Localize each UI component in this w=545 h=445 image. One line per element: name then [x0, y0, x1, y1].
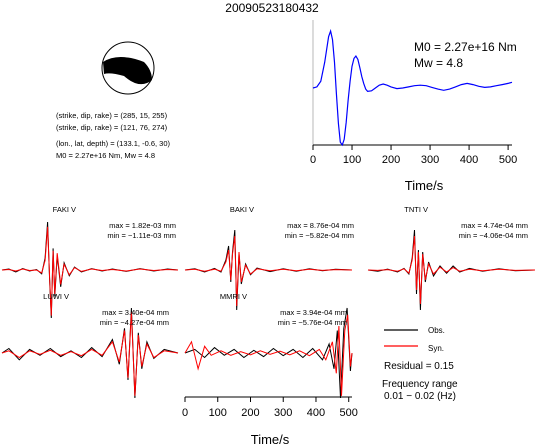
wave-ticks: 0 100 200 300 400 500	[182, 397, 358, 419]
wave-tick-label: 0	[182, 407, 188, 419]
stf-m0-label: M0 = 2.27e+16 Nm	[414, 40, 517, 54]
stf-tick-label: 0	[310, 154, 316, 166]
min-amplitude: min = −4.27e-04 mm	[100, 318, 169, 327]
stf-tick-label: 200	[382, 154, 400, 166]
mechanism-location: (lon., lat, depth) = (133.1, -0.6, 30)	[56, 139, 171, 148]
station-label: FAKI V	[53, 205, 76, 214]
station-label: BAKI V	[230, 205, 254, 214]
wave-tick-label: 300	[274, 407, 292, 419]
focal-mechanism-beachball	[101, 41, 155, 95]
frequency-range-value: 0.01 − 0.02 (Hz)	[384, 391, 456, 402]
stf-ticks: 0 100 200 300 400 500	[310, 145, 517, 166]
waveform-time-axis: 0 100 200 300 400 500 Time/s	[182, 396, 358, 445]
station-label: TNTI V	[404, 205, 428, 214]
max-amplitude: max = 3.94e-04 mm	[280, 308, 347, 317]
stf-plot: 0 100 200 300 400 500 M0 = 2.27e+16 Nm Mw = 4…	[310, 20, 517, 193]
legend-syn-label: Syn.	[428, 344, 444, 353]
stf-tick-label: 500	[499, 154, 517, 166]
wave-tick-label: 100	[209, 407, 227, 419]
syn-trace	[367, 235, 536, 305]
wave-tick-label: 200	[241, 407, 259, 419]
figure-title: 20090523180432	[225, 1, 319, 15]
stf-series-line	[312, 28, 513, 147]
mechanism-plane-1: (strike, dip, rake) = (285, 15, 255)	[56, 111, 168, 120]
obs-trace	[184, 307, 353, 399]
stf-x-axis-label: Time/s	[405, 178, 444, 193]
max-amplitude: max = 8.76e-04 mm	[287, 221, 354, 230]
stf-tick-label: 400	[460, 154, 478, 166]
max-amplitude: max = 3.40e-04 mm	[102, 308, 169, 317]
legend-obs-label: Obs.	[428, 326, 445, 335]
max-amplitude: max = 1.82e-03 mm	[109, 221, 176, 230]
wave-tick-label: 500	[340, 407, 358, 419]
station-label: MMRI V	[220, 292, 247, 301]
mechanism-moment: M0 = 2.27e+16 Nm, Mw = 4.8	[56, 151, 155, 160]
min-amplitude: min = −4.06e-04 mm	[459, 231, 528, 240]
mechanism-plane-2: (strike, dip, rake) = (121, 76, 274)	[56, 123, 168, 132]
waveform-legend: Obs. Syn. Residual = 0.15 Frequency rang…	[382, 326, 458, 402]
max-amplitude: max = 4.74e-04 mm	[461, 221, 528, 230]
syn-trace	[184, 235, 353, 307]
stf-tick-label: 300	[421, 154, 439, 166]
residual-label: Residual = 0.15	[384, 361, 454, 372]
stf-tick-label: 100	[343, 154, 361, 166]
min-amplitude: min = −5.76e-04 mm	[278, 318, 347, 327]
stf-mw-label: Mw = 4.8	[414, 56, 463, 70]
wave-tick-label: 400	[307, 407, 325, 419]
frequency-range-title: Frequency range	[382, 379, 458, 390]
station-label: LUWI V	[43, 292, 69, 301]
syn-trace	[1, 226, 179, 316]
min-amplitude: min = −1.11e-03 mm	[107, 231, 176, 240]
syn-trace	[184, 314, 353, 396]
wave-x-axis-label: Time/s	[251, 432, 290, 445]
min-amplitude: min = −5.82e-04 mm	[285, 231, 354, 240]
syn-trace	[1, 312, 179, 396]
